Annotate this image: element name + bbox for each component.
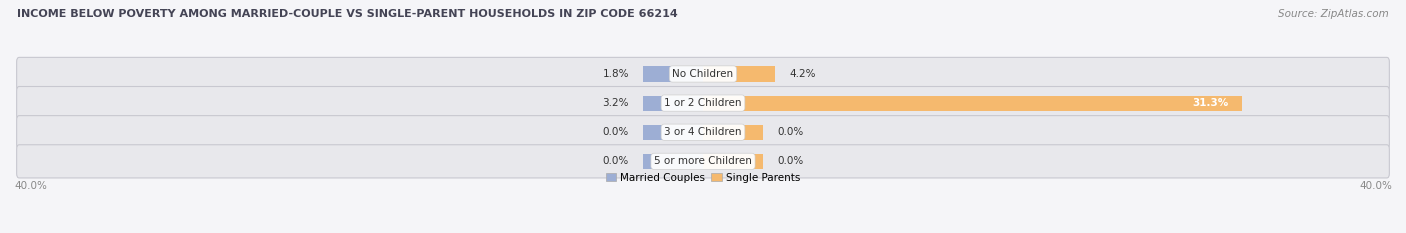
Text: 1.8%: 1.8% (602, 69, 628, 79)
FancyBboxPatch shape (17, 57, 1389, 91)
Text: 3 or 4 Children: 3 or 4 Children (664, 127, 742, 137)
Text: 5 or more Children: 5 or more Children (654, 156, 752, 166)
FancyBboxPatch shape (17, 116, 1389, 149)
Text: 1 or 2 Children: 1 or 2 Children (664, 98, 742, 108)
Legend: Married Couples, Single Parents: Married Couples, Single Parents (602, 168, 804, 187)
Text: 3.2%: 3.2% (602, 98, 628, 108)
Bar (643, 154, 703, 169)
Text: No Children: No Children (672, 69, 734, 79)
Bar (703, 125, 763, 140)
Bar (703, 154, 763, 169)
FancyBboxPatch shape (17, 145, 1389, 178)
Bar (643, 125, 703, 140)
Text: INCOME BELOW POVERTY AMONG MARRIED-COUPLE VS SINGLE-PARENT HOUSEHOLDS IN ZIP COD: INCOME BELOW POVERTY AMONG MARRIED-COUPL… (17, 9, 678, 19)
Bar (703, 96, 1241, 111)
Text: 31.3%: 31.3% (1192, 98, 1229, 108)
Bar (643, 66, 703, 82)
Text: Source: ZipAtlas.com: Source: ZipAtlas.com (1278, 9, 1389, 19)
Text: 40.0%: 40.0% (14, 181, 46, 191)
FancyBboxPatch shape (17, 86, 1389, 120)
Text: 0.0%: 0.0% (778, 127, 803, 137)
Text: 0.0%: 0.0% (603, 156, 628, 166)
Text: 40.0%: 40.0% (1360, 181, 1392, 191)
Text: 4.2%: 4.2% (789, 69, 815, 79)
Text: 0.0%: 0.0% (778, 156, 803, 166)
Bar (643, 96, 703, 111)
Bar (703, 66, 775, 82)
Text: 0.0%: 0.0% (603, 127, 628, 137)
